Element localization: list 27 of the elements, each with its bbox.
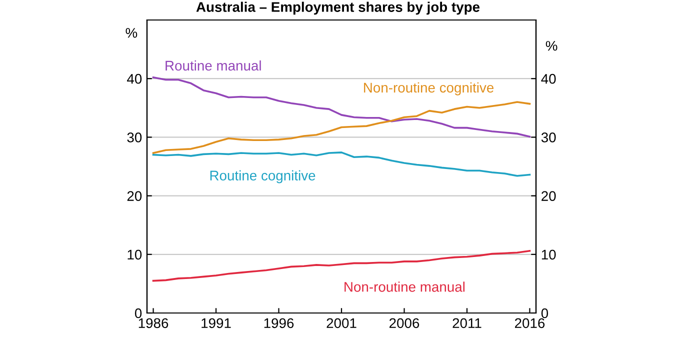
y2-tick-label: 30 — [541, 132, 556, 142]
x-tick-label: 2006 — [389, 318, 420, 328]
series-label: Non-routine cognitive — [364, 82, 494, 96]
y-tick-label: 40 — [127, 74, 142, 84]
series-label: Non-routine manual — [344, 282, 464, 292]
x-tick-label: 1991 — [202, 318, 231, 328]
y2-tick-label: 40 — [541, 74, 556, 84]
y-axis-title: % — [126, 28, 138, 38]
y-tick-label: 30 — [127, 132, 142, 142]
y-tick-label: 0 — [134, 308, 142, 318]
chart-title: Australia – Employment shares by job type — [196, 2, 480, 15]
line-series — [152, 101, 531, 154]
y-tick-label: 10 — [128, 250, 142, 260]
x-tick-label: 2011 — [452, 318, 482, 328]
y2-axis-title: % — [546, 40, 558, 51]
y-tick-label: 20 — [127, 191, 142, 201]
y2-tick-label: 10 — [542, 250, 556, 260]
x-tick-label: 1996 — [264, 318, 294, 328]
x-tick-label: 2016 — [514, 318, 545, 328]
y2-tick-label: 20 — [542, 191, 556, 201]
line-series — [152, 76, 531, 138]
series-label: Routine manual — [166, 60, 261, 71]
series-label: Routine cognitive — [210, 170, 316, 184]
y2-tick-label: 0 — [541, 308, 548, 318]
x-tick-label: 1986 — [138, 318, 168, 328]
x-tick-label: 2001 — [326, 318, 356, 328]
line-series — [152, 250, 531, 282]
